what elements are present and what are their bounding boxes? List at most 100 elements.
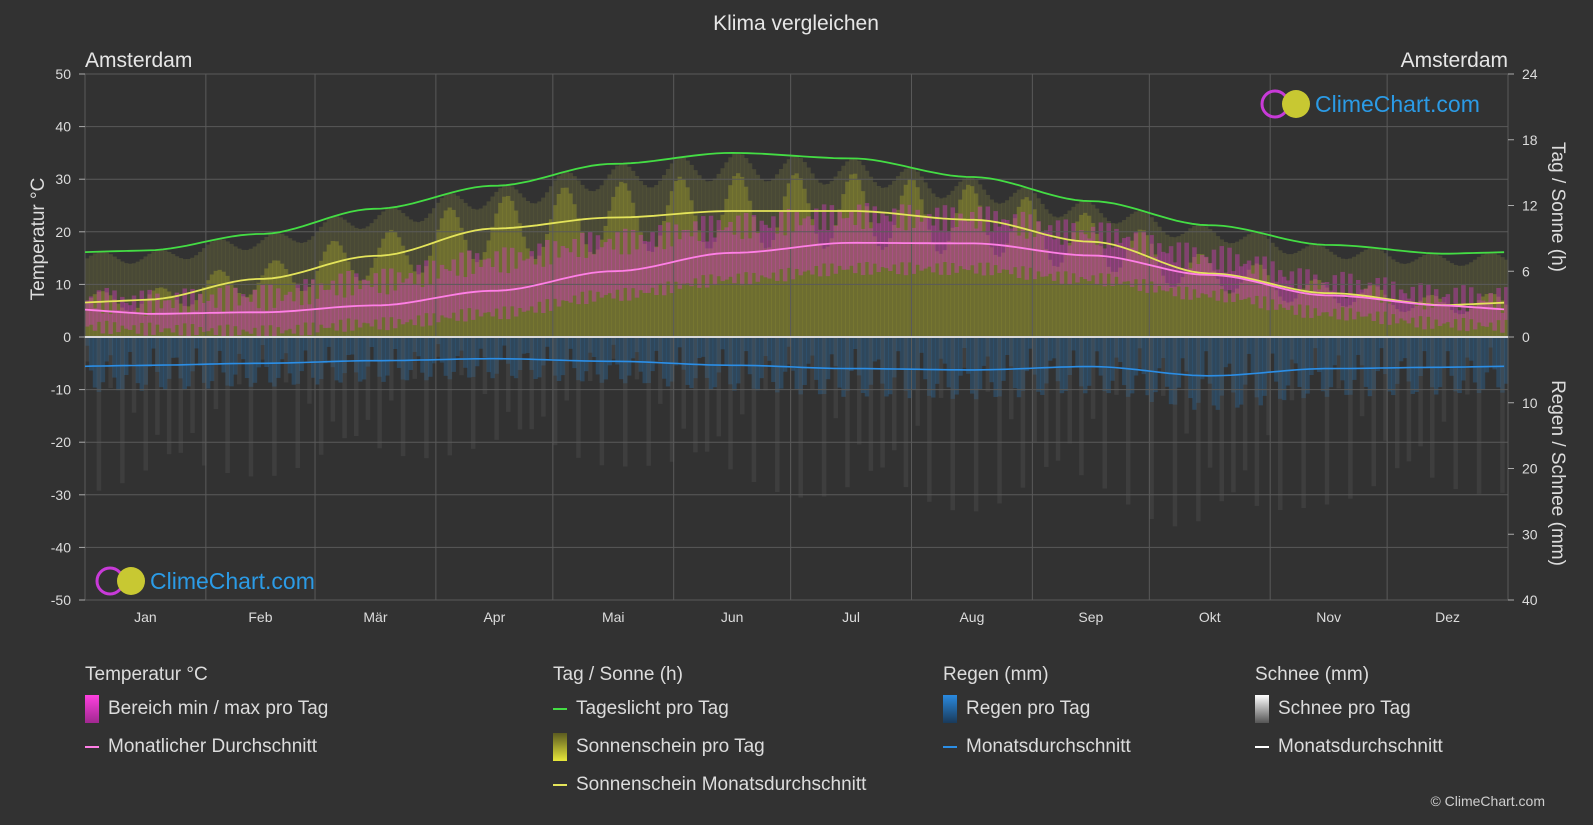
daylight-bar — [1200, 225, 1205, 337]
daylight-bar — [1094, 208, 1100, 337]
sunshine-bar — [1098, 246, 1104, 337]
rain-bar — [1414, 337, 1419, 392]
rain-bar-faint — [1406, 337, 1412, 462]
sunshine-bar — [728, 185, 733, 337]
daylight-bar — [85, 258, 90, 337]
y-tick-left: 20 — [55, 224, 71, 240]
sunshine-bar — [868, 222, 874, 337]
sunshine-bar — [455, 217, 460, 337]
logo-text-top: ClimeChart.com — [1315, 91, 1480, 117]
daylight-bar — [751, 169, 757, 337]
rain-bar — [782, 337, 788, 372]
rain-bar — [630, 337, 636, 359]
sunshine-bar — [408, 264, 414, 337]
rain-bar-faint — [1207, 337, 1213, 468]
rain-bar — [1168, 337, 1174, 405]
sunshine-bar — [1086, 215, 1092, 337]
temp-range-bar — [1083, 234, 1088, 280]
sunshine-bar — [354, 276, 359, 337]
rain-bar — [443, 337, 449, 376]
daylight-bar — [1086, 202, 1092, 337]
sunshine-bar — [470, 258, 476, 337]
rain-bar-faint — [155, 337, 160, 435]
rain-bar — [888, 337, 893, 395]
rain-bar-faint — [178, 337, 184, 453]
sunshine-bar — [506, 195, 511, 337]
sunshine-bar — [743, 186, 749, 337]
daylight-bar — [615, 165, 620, 337]
daylight-bar — [1500, 257, 1505, 337]
rain-bar — [1098, 337, 1104, 376]
temp-range-bar — [591, 254, 597, 302]
daylight-bar — [907, 167, 913, 337]
sunshine-bar — [412, 271, 417, 337]
rain-bar — [1086, 337, 1092, 386]
sunshine-bar — [303, 290, 308, 337]
daylight-bar — [490, 196, 495, 337]
sunshine-bar — [1094, 233, 1100, 337]
daylight-bar — [1008, 196, 1014, 337]
daylight-bar — [1223, 241, 1228, 337]
rain-bar-faint — [833, 337, 839, 419]
temp-range-bar — [915, 209, 920, 265]
rain-bar — [899, 337, 905, 370]
sunshine-bar — [416, 274, 421, 337]
y-tick-left: 50 — [55, 66, 71, 82]
temp-range-bar — [1441, 296, 1447, 324]
rain-bar — [1020, 337, 1026, 391]
rain-bar-faint — [693, 337, 698, 453]
temp-range-bar — [856, 204, 862, 263]
sunshine-bar — [162, 288, 168, 337]
rain-bar — [1125, 337, 1131, 397]
logo-sun-icon — [117, 567, 145, 595]
daylight-bar — [186, 259, 191, 337]
rain-bar-faint — [927, 337, 932, 502]
sunshine-bar — [658, 235, 663, 337]
temp-range-bar — [108, 313, 113, 334]
daylight-bar — [1145, 213, 1150, 337]
daylight-bar — [1001, 202, 1006, 337]
daylight-bar — [1110, 223, 1115, 337]
rain-bar-faint — [1137, 337, 1143, 369]
daylight-bar — [205, 244, 211, 337]
rain-bar — [1406, 337, 1412, 382]
temp-range-bar — [837, 210, 842, 266]
x-tick-label: Nov — [1316, 609, 1341, 625]
sunshine-bar — [615, 186, 620, 337]
sunshine-bar — [159, 287, 164, 337]
daylight-bar — [1281, 252, 1287, 337]
rain-bar — [634, 337, 640, 353]
y-tick-right-bottom: 20 — [1522, 461, 1538, 477]
sunshine-bar — [1164, 283, 1170, 337]
temp-range-bar — [1114, 228, 1119, 277]
daylight-bar — [829, 181, 835, 337]
rain-bar — [205, 337, 211, 389]
temp-range-bar — [392, 290, 398, 329]
rain-bar — [513, 337, 519, 379]
temp-range-bar — [303, 279, 308, 323]
rain-bar — [962, 337, 967, 349]
rain-bar — [739, 337, 745, 365]
legend-label: Schnee pro Tag — [1278, 698, 1411, 719]
temp-range-bar — [272, 307, 277, 337]
sunshine-bar — [1141, 230, 1147, 337]
temp-range-bar — [587, 231, 593, 291]
temp-range-bar — [1012, 214, 1018, 268]
rain-bar — [159, 337, 164, 388]
sunshine-bar — [1348, 305, 1353, 337]
daylight-bar — [260, 240, 265, 337]
sunshine-bar — [853, 173, 858, 337]
temp-range-bar — [1196, 264, 1201, 298]
temp-range-bar — [825, 230, 831, 277]
rain-bar — [174, 337, 180, 358]
daylight-bar — [1055, 217, 1061, 337]
sunshine-bar — [517, 223, 523, 337]
daylight-bar — [626, 166, 632, 337]
sunshine-bar — [1480, 296, 1486, 337]
daylight-bar — [1293, 252, 1299, 337]
temp-range-bar — [1313, 274, 1318, 309]
x-tick-label: Apr — [483, 609, 505, 625]
daylight-bar — [1480, 254, 1486, 337]
rain-bar-faint — [552, 337, 558, 446]
daylight-bar — [88, 255, 94, 337]
